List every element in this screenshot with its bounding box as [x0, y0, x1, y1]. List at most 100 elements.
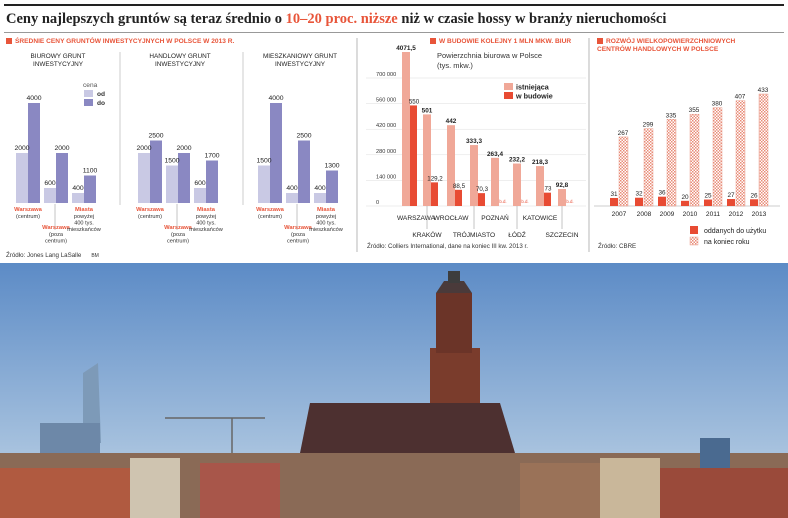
- value-label-od: 1500: [256, 158, 271, 165]
- shopping-centre-chart: 267 31 2007 299 32 2008 335 36 2009 355 20 2010 380 2…: [594, 87, 780, 246]
- chart-subtitle: (tys. mkw.): [437, 61, 473, 70]
- bar-do: [84, 175, 96, 203]
- year-label: 2010: [683, 211, 698, 218]
- panel-title: INWESTYCYJNY: [33, 61, 84, 68]
- legend-label-od: od: [97, 91, 105, 98]
- value-label-do: 2500: [148, 133, 163, 140]
- panel-title: MIESZKANIOWY GRUNT: [263, 53, 337, 60]
- value-label-building: 129,2: [427, 175, 443, 182]
- bar-do: [298, 140, 310, 203]
- bar-existing: [513, 163, 521, 206]
- mall-chart-title-text: ROZWÓJ WIELKOPOWIERZCHNIOWYCH CENTRÓW HA…: [597, 38, 736, 53]
- group-sublabel: 400 tys.: [316, 221, 336, 227]
- value-label-existing: 442: [446, 118, 457, 125]
- value-label-existing: 92,8: [556, 182, 569, 189]
- bar-new: [750, 199, 758, 206]
- source-middle: Źródło: Colliers International, dane na …: [367, 243, 528, 250]
- bar-total: [643, 128, 654, 207]
- value-label-total: 433: [758, 87, 769, 94]
- category-label: TRÓJMIASTO: [453, 230, 495, 239]
- value-label-od: 2000: [136, 145, 151, 152]
- group-label: Warszawa: [164, 225, 193, 231]
- value-label-existing: 4071,5: [396, 45, 416, 52]
- value-label-do: 1100: [83, 168, 98, 175]
- bar-building: [478, 193, 485, 206]
- land-chart-title: ŚREDNIE CENY GRUNTÓW INWESTYCYJNYCH W PO…: [6, 38, 246, 46]
- skyscraper: [40, 363, 101, 453]
- legend-label-do: do: [97, 100, 105, 107]
- bar-building: [544, 192, 551, 206]
- value-label-building: b.d.: [566, 199, 573, 204]
- value-label-new: 36: [658, 190, 666, 197]
- headline-part: niż w czasie hossy w branży nieruchomośc…: [397, 11, 667, 27]
- value-label-building: b.d.: [521, 199, 528, 204]
- group-sublabel: (centrum): [258, 214, 282, 220]
- bar-building: [410, 105, 417, 206]
- bar-do: [178, 153, 190, 203]
- bar-do: [270, 103, 282, 203]
- bar-total: [666, 119, 677, 207]
- headline-text: Ceny najlepszych gruntów są teraz średni…: [6, 11, 666, 28]
- headline-highlight: 10–20 proc. niższe: [285, 11, 398, 27]
- value-label-new: 31: [610, 191, 618, 198]
- group-sublabel: mieszkańców: [309, 227, 344, 233]
- value-label-building: b.d.: [499, 199, 506, 204]
- bar-od: [194, 188, 206, 203]
- value-label-od: 1500: [164, 158, 179, 165]
- bar-od: [44, 188, 56, 203]
- value-label-do: 4000: [268, 95, 283, 102]
- group-label: Miasta: [317, 207, 336, 213]
- bar-od: [166, 165, 178, 203]
- bar-existing: [447, 125, 455, 206]
- bar-existing: [402, 52, 410, 206]
- value-label-existing: 232,2: [509, 157, 525, 164]
- bar-existing: [491, 157, 499, 206]
- y-tick-label: 420 000: [376, 123, 396, 129]
- value-label-do: 2000: [176, 145, 191, 152]
- value-label-building: 550: [409, 98, 420, 105]
- value-label-total: 355: [689, 107, 700, 114]
- value-label-building: 70,3: [476, 186, 489, 193]
- value-label-total: 299: [643, 122, 654, 129]
- group-label: Miasta: [75, 207, 94, 213]
- bar-total: [689, 113, 700, 207]
- year-label: 2012: [729, 211, 744, 218]
- source-left-text: Źródło: Jones Lang LaSalle: [6, 252, 82, 259]
- value-label-do: 4000: [26, 95, 41, 102]
- panel-title: BIUROWY GRUNT: [31, 53, 86, 60]
- bar-do: [206, 160, 218, 203]
- office-chart-title-text: W BUDOWIE KOLEJNY 1 MLN MKW. BIUR: [439, 38, 572, 45]
- chart-subtitle: Powierzchnia biurowa w Polsce: [437, 51, 542, 60]
- value-label-building: 88,5: [453, 183, 466, 190]
- value-label-existing: 263,4: [487, 151, 503, 158]
- bar-existing: [558, 189, 566, 206]
- headline-part: Ceny najlepszych gruntów są teraz średni…: [6, 11, 286, 27]
- category-label: SZCZECIN: [546, 232, 579, 239]
- bar-building: [455, 189, 462, 206]
- category-label: WARSZAWA: [397, 215, 436, 222]
- bar-od: [16, 153, 28, 203]
- group-label: Warszawa: [136, 207, 165, 213]
- category-label: KATOWICE: [523, 215, 558, 222]
- group-sublabel: powyżej: [196, 214, 216, 220]
- value-label-do: 1700: [204, 153, 219, 160]
- legend-swatch-od: [84, 90, 93, 97]
- mall-chart-title: ROZWÓJ WIELKOPOWIERZCHNIOWYCH CENTRÓW HA…: [597, 38, 767, 54]
- land-chart-title-text: ŚREDNIE CENY GRUNTÓW INWESTYCYJNYCH W PO…: [15, 38, 235, 45]
- group-label: Warszawa: [256, 207, 285, 213]
- rooftops: [0, 438, 788, 518]
- year-label: 2007: [612, 211, 627, 218]
- group-sublabel: mieszkańców: [189, 227, 224, 233]
- value-label-od: 600: [44, 180, 56, 187]
- bar-new: [727, 199, 735, 206]
- bar-do: [56, 153, 68, 203]
- bar-od: [138, 153, 150, 203]
- year-label: 2013: [752, 211, 767, 218]
- group-sublabel: centrum): [287, 239, 309, 245]
- bar-existing: [423, 114, 431, 206]
- value-label-existing: 501: [422, 107, 433, 114]
- value-label-existing: 218,3: [532, 159, 548, 166]
- value-label-new: 32: [635, 191, 643, 198]
- bar-existing: [536, 166, 544, 206]
- bar-od: [314, 193, 326, 203]
